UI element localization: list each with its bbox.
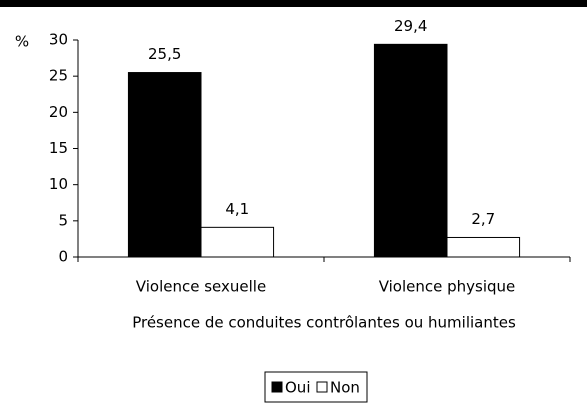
value-label: 29,4 <box>394 17 427 35</box>
value-label: 25,5 <box>148 45 181 63</box>
y-tick-label: 30 <box>49 31 68 49</box>
x-tick-label: Violence sexuelle <box>136 278 266 296</box>
legend-swatch <box>316 381 328 393</box>
bar <box>127 72 202 258</box>
value-label: 2,7 <box>471 210 495 228</box>
bar <box>373 43 448 258</box>
top-rule <box>0 0 587 7</box>
y-tick-label: 25 <box>49 67 68 85</box>
y-tick-label: 5 <box>58 211 68 229</box>
legend-label: Non <box>330 379 360 397</box>
x-axis-label: Présence de conduites contrôlantes ou hu… <box>132 314 516 332</box>
y-tick-label: 0 <box>58 248 68 266</box>
y-tick-label: 15 <box>49 139 68 157</box>
legend-label: Oui <box>285 379 310 397</box>
legend-swatch <box>271 381 283 393</box>
value-label: 4,1 <box>225 200 249 218</box>
y-axis-label: % <box>15 33 29 51</box>
y-tick-label: 10 <box>49 175 68 193</box>
x-tick-label: Violence physique <box>379 278 516 296</box>
bar <box>200 226 275 258</box>
bar <box>446 236 521 258</box>
y-tick-label: 20 <box>49 103 68 121</box>
